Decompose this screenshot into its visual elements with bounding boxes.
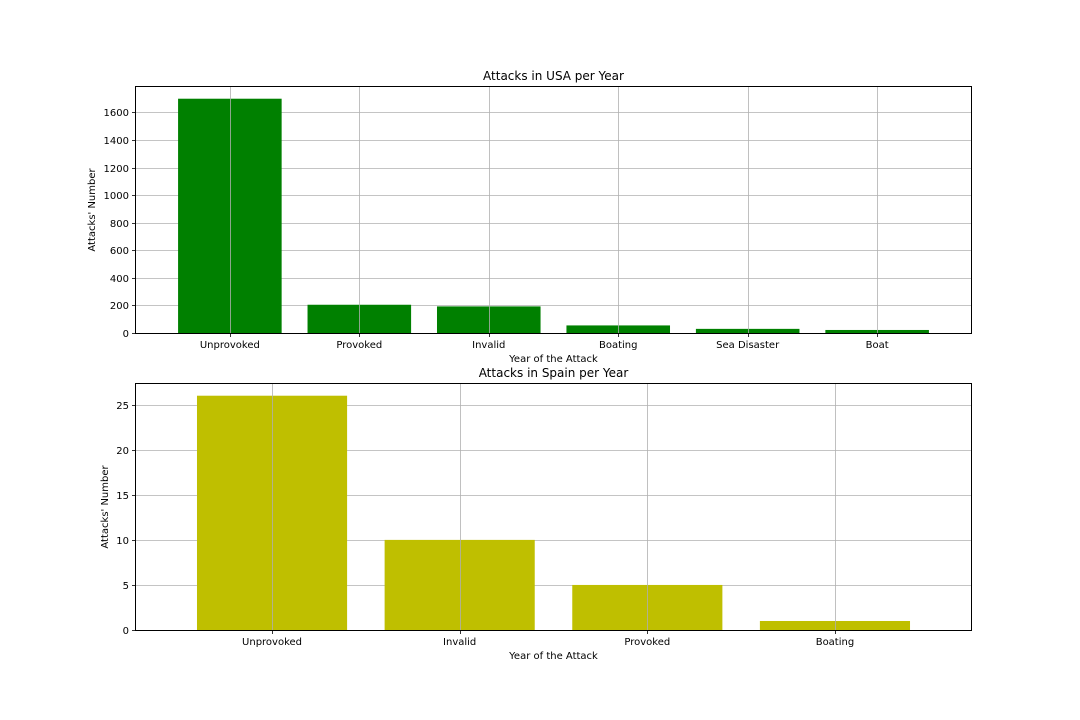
usa-x-axis: Unprovoked Provoked Invalid Boating Sea Disa… bbox=[200, 333, 889, 351]
spain-chart-title: Attacks in Spain per Year bbox=[479, 366, 629, 380]
usa-bar-invalid bbox=[436, 306, 541, 333]
spain-bar-invalid bbox=[384, 539, 535, 630]
usa-x-tick-label: Boating bbox=[599, 340, 638, 351]
spain-x-axis-label: Year of the Attack bbox=[508, 651, 598, 662]
spain-y-tick-label: 15 bbox=[116, 491, 129, 502]
usa-x-tick-label: Provoked bbox=[336, 340, 382, 351]
spain-y-tick-label: 20 bbox=[116, 446, 129, 457]
spain-x-tick-label: Provoked bbox=[624, 637, 670, 648]
usa-x-tick-label: Unprovoked bbox=[200, 340, 260, 351]
spain-chart: Attacks in Spain per Year 0 5 10 15 20 25 Unp… bbox=[100, 366, 972, 662]
usa-grid-overlay bbox=[230, 87, 878, 333]
usa-bar-sea-disaster bbox=[695, 328, 800, 333]
usa-y-tick-label: 1000 bbox=[104, 191, 129, 202]
spain-y-tick-label: 5 bbox=[123, 581, 129, 592]
usa-y-tick-label: 400 bbox=[110, 274, 129, 285]
spain-plot-frame bbox=[135, 383, 972, 631]
usa-bar-unprovoked bbox=[178, 98, 282, 333]
usa-y-tick-label: 1600 bbox=[104, 108, 129, 119]
usa-x-tick-label: Sea Disaster bbox=[716, 340, 780, 351]
spain-x-tick-label: Unprovoked bbox=[242, 637, 302, 648]
usa-x-tick-label: Boat bbox=[866, 340, 889, 351]
spain-bars bbox=[196, 395, 911, 630]
usa-y-tick-label: 600 bbox=[110, 246, 129, 257]
usa-y-tick-label: 1200 bbox=[104, 164, 129, 175]
spain-x-tick-label: Boating bbox=[816, 637, 855, 648]
spain-y-tick-label: 0 bbox=[123, 626, 129, 637]
spain-x-tick-label: Invalid bbox=[443, 637, 476, 648]
usa-plot-frame bbox=[135, 86, 972, 334]
usa-x-axis-label: Year of the Attack bbox=[508, 354, 598, 365]
spain-x-axis: Unprovoked Invalid Provoked Boating bbox=[242, 630, 854, 648]
spain-bar-unprovoked bbox=[196, 395, 348, 630]
spain-y-tick-label: 25 bbox=[116, 401, 129, 412]
usa-chart-title: Attacks in USA per Year bbox=[483, 69, 624, 83]
usa-y-tick-label: 0 bbox=[123, 329, 129, 340]
spain-grid-overlay bbox=[272, 384, 836, 630]
usa-x-tick-label: Invalid bbox=[472, 340, 505, 351]
spain-y-axis: 0 5 10 15 20 25 bbox=[116, 401, 136, 637]
usa-y-axis-label: Attacks' Number bbox=[87, 167, 98, 251]
spain-y-tick-label: 10 bbox=[116, 536, 129, 547]
usa-chart: Attacks in USA per Year 0 200 400 600 800 100… bbox=[87, 69, 972, 365]
spain-bar-boating bbox=[759, 620, 911, 630]
usa-y-axis: 0 200 400 600 800 1000 1200 1400 1600 bbox=[104, 108, 136, 340]
usa-y-tick-label: 200 bbox=[110, 301, 129, 312]
usa-y-tick-label: 800 bbox=[110, 219, 129, 230]
usa-y-tick-label: 1400 bbox=[104, 136, 129, 147]
spain-y-axis-label: Attacks' Number bbox=[100, 464, 111, 548]
